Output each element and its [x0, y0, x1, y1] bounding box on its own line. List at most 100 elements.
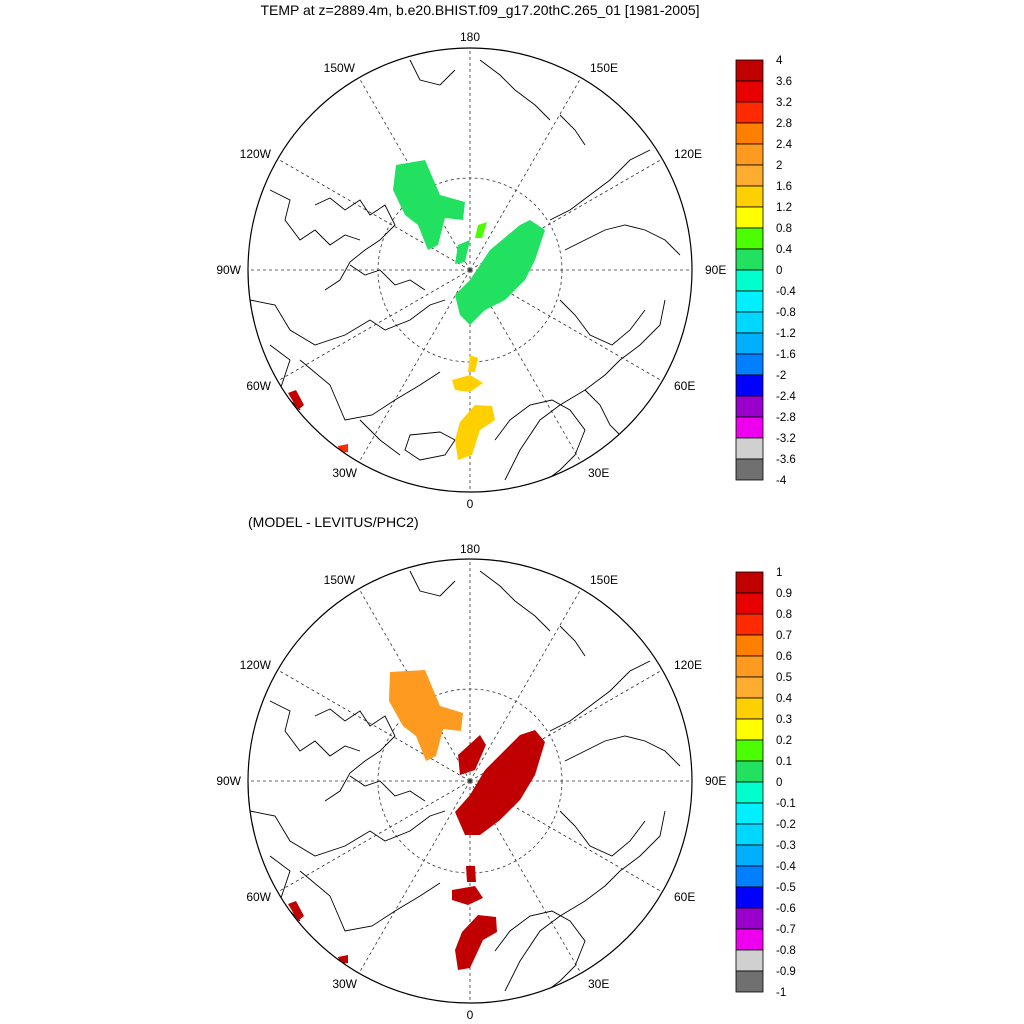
- lon-label-0: 0: [467, 1008, 474, 1022]
- lon-label-180: 180: [460, 542, 480, 556]
- colorbar-label: -2.4: [776, 391, 796, 403]
- colorbar-label: -0.8: [776, 307, 796, 319]
- map-boundary: [247, 47, 693, 493]
- figure-title: TEMP at z=2889.4m, b.e20.BHIST.f09_g17.2…: [260, 2, 699, 18]
- colorbar-label: -0.8: [776, 945, 796, 957]
- colorbar-swatch: [735, 374, 764, 397]
- lon-label-90e: 90E: [705, 263, 726, 277]
- difference-title: (MODEL - LEVITUS/PHC2): [248, 514, 419, 530]
- colorbar-label: 0.4: [776, 244, 793, 256]
- lon-label-150e: 150E: [590, 573, 618, 587]
- colorbar-swatch: [735, 458, 764, 481]
- colorbar-swatch: [735, 332, 764, 355]
- colorbar-label: 0.2: [776, 735, 792, 747]
- colorbar-label: -1.2: [776, 328, 796, 340]
- lon-label-150w: 150W: [324, 573, 356, 587]
- colorbar-swatch: [735, 739, 764, 762]
- colorbar-label: 1: [776, 567, 782, 579]
- meridian-line: [277, 158, 471, 271]
- colorbar-label: 0.4: [776, 693, 793, 705]
- colorbar-swatch: [735, 634, 764, 657]
- colorbar-swatch: [735, 395, 764, 418]
- lon-label-90e: 90E: [705, 774, 726, 788]
- meridian-line: [277, 269, 471, 382]
- colorbar-label: 3.2: [776, 97, 792, 109]
- colorbar-swatch: [735, 697, 764, 720]
- lon-label-60w: 60W: [246, 379, 271, 393]
- colorbar-swatch: [735, 416, 764, 439]
- colorbar-swatch: [735, 592, 764, 615]
- lon-label-30e: 30E: [588, 466, 609, 480]
- colorbar-swatch: [735, 802, 764, 825]
- colorbar-swatch: [735, 928, 764, 951]
- colorbar-label: 4: [776, 55, 783, 67]
- colorbar-swatch: [735, 949, 764, 972]
- meridian-line: [469, 588, 582, 782]
- colorbar-swatch: [735, 290, 764, 313]
- colorbar-swatch: [735, 227, 764, 250]
- lon-label-0: 0: [467, 497, 474, 511]
- colorbar-label: 0: [776, 265, 782, 277]
- colorbar-swatch: [735, 353, 764, 376]
- colorbar-swatch: [735, 185, 764, 208]
- colorbar-label: -0.9: [776, 966, 796, 978]
- lon-label-150e: 150E: [590, 61, 618, 75]
- colorbar-label: -0.1: [776, 798, 796, 810]
- meridian-line: [469, 77, 582, 271]
- colorbar-swatch: [735, 571, 764, 594]
- lon-label-150w: 150W: [324, 61, 356, 75]
- colorbar-label: -0.4: [776, 286, 796, 298]
- colorbar-label: 2.8: [776, 118, 792, 130]
- colorbar-swatch: [735, 823, 764, 846]
- colorbar-swatch: [735, 760, 764, 783]
- meridian-line: [277, 780, 471, 893]
- lon-label-60e: 60E: [674, 379, 695, 393]
- colorbar-label: -0.3: [776, 840, 796, 852]
- colorbar-label: 0.3: [776, 714, 792, 726]
- colorbar-swatch: [735, 970, 764, 993]
- map-boundary: [247, 558, 693, 1004]
- lon-label-120w: 120W: [240, 147, 272, 161]
- colorbar-label: 3.6: [776, 76, 792, 88]
- colorbar-swatch: [735, 718, 764, 741]
- colorbar-swatch: [735, 248, 764, 271]
- colorbar-label: 1.2: [776, 202, 792, 214]
- polar-map-difference: 180 0 90W 90E 150W 150E 120W 120E 60W 60…: [216, 542, 726, 1022]
- colorbar-swatch: [735, 80, 764, 103]
- lon-label-90w: 90W: [216, 263, 241, 277]
- coastlines: [249, 570, 681, 997]
- meridian-line: [358, 269, 471, 463]
- colorbar-swatch: [735, 676, 764, 699]
- lon-label-30e: 30E: [588, 977, 609, 991]
- longitude-labels: 180 0 90W 90E 150W 150E 120W 120E 60W 60…: [216, 542, 726, 1022]
- colorbar-label: 1.6: [776, 181, 792, 193]
- colorbar-label: 0.8: [776, 223, 792, 235]
- lon-label-180: 180: [460, 30, 480, 44]
- colorbar-swatch: [735, 865, 764, 888]
- colorbar-swatch: [735, 164, 764, 187]
- data-fill: [288, 160, 545, 460]
- colorbar-swatch: [735, 269, 764, 292]
- colorbar-label: -0.7: [776, 924, 796, 936]
- colorbar-swatch: [735, 206, 764, 229]
- colorbar-label: -0.4: [776, 861, 796, 873]
- colorbar-label: 0: [776, 777, 782, 789]
- lon-label-120e: 120E: [674, 658, 702, 672]
- colorbar-label: 0.6: [776, 651, 792, 663]
- lon-label-30w: 30W: [332, 977, 357, 991]
- lon-label-90w: 90W: [216, 774, 241, 788]
- colorbar-label: 2: [776, 160, 782, 172]
- colorbar-label: -0.6: [776, 903, 796, 915]
- colorbar-label: -3.6: [776, 454, 796, 466]
- polar-map-temp: 180 0 90W 90E 150W 150E 120W 120E 60W 60…: [216, 30, 726, 511]
- colorbar-swatch: [735, 886, 764, 909]
- colorbar-swatch: [735, 437, 764, 460]
- lon-label-30w: 30W: [332, 466, 357, 480]
- colorbar-label: -3.2: [776, 433, 796, 445]
- data-fill: [288, 670, 545, 970]
- colorbar-swatch: [735, 613, 764, 636]
- colorbar-label: 2.4: [776, 139, 793, 151]
- colorbar-swatch: [735, 655, 764, 678]
- coastlines: [249, 59, 681, 486]
